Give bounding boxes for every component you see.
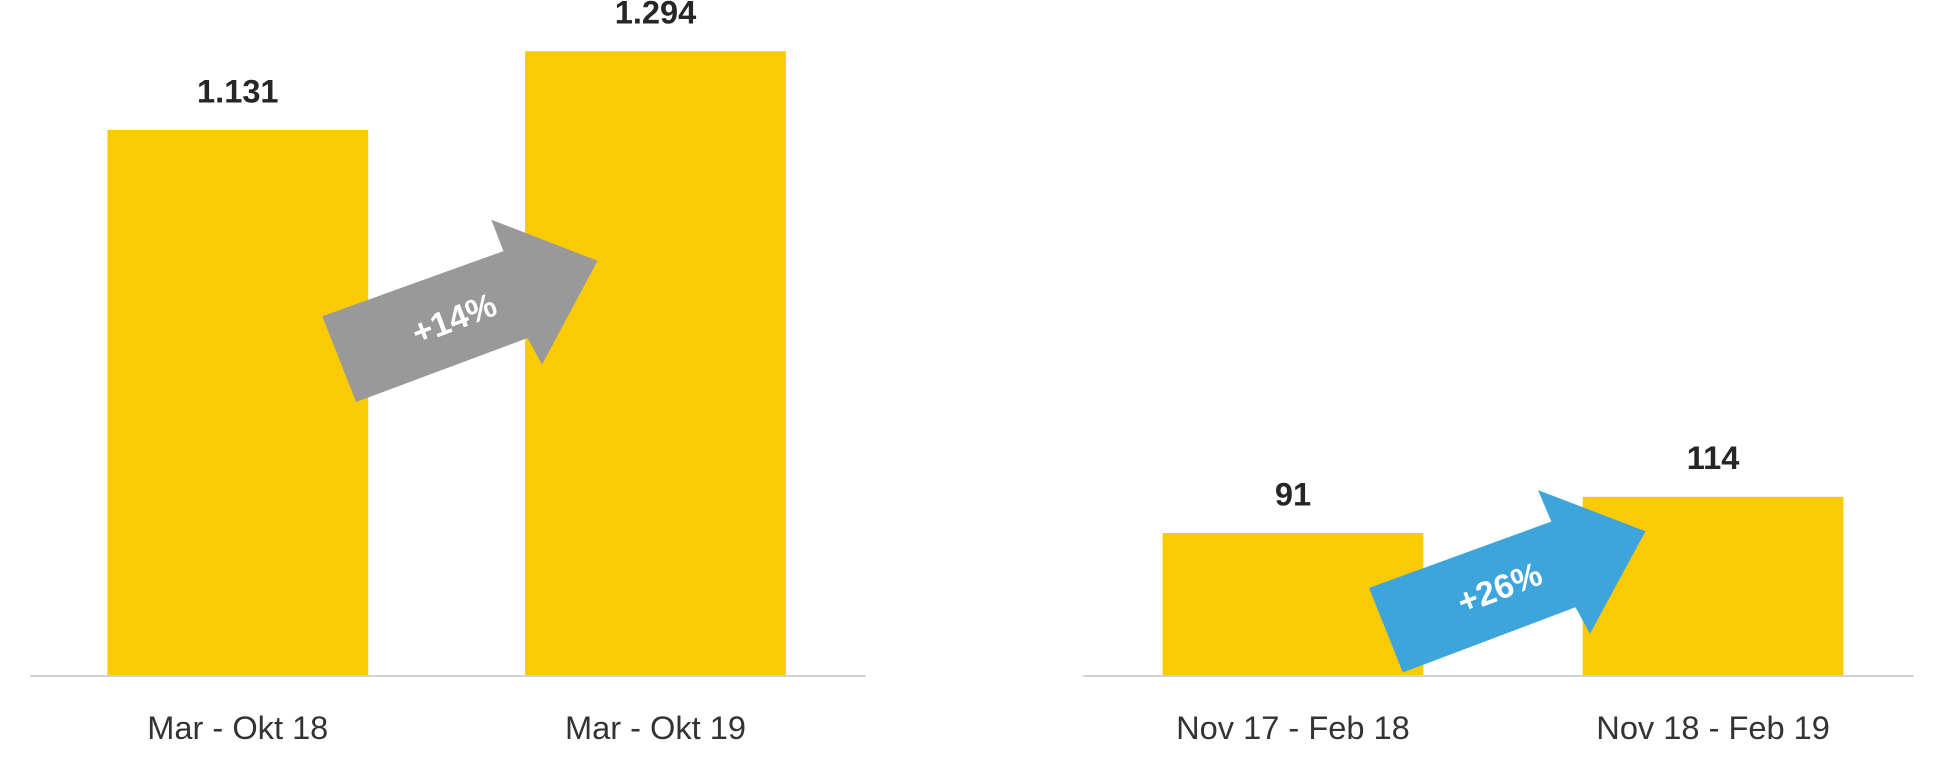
- x-tick-label: Mar - Okt 18: [147, 709, 328, 746]
- data-label: 1.294: [615, 0, 697, 31]
- data-label: 114: [1687, 439, 1740, 476]
- data-label: 91: [1275, 475, 1311, 512]
- x-tick-label: Nov 18 - Feb 19: [1596, 709, 1830, 746]
- change-arrow: [322, 219, 598, 403]
- bar: [107, 129, 369, 677]
- change-arrow: [1369, 490, 1646, 673]
- data-label: 1.131: [197, 72, 279, 109]
- x-tick-label: Mar - Okt 19: [565, 709, 746, 746]
- x-tick-label: Nov 17 - Feb 18: [1176, 709, 1410, 746]
- bar: [525, 51, 786, 677]
